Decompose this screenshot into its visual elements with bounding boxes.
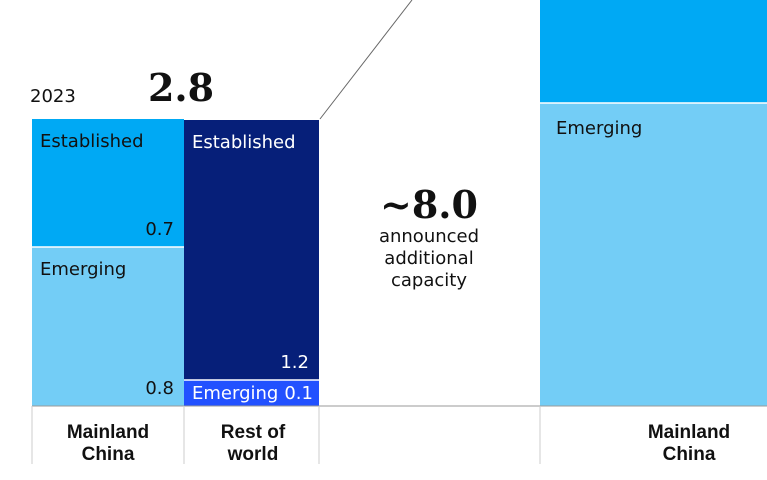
- segment-value-label: 0.1: [284, 383, 313, 404]
- announced-capacity-value: ~8.0: [380, 182, 478, 227]
- bar-segment-emerging: [540, 103, 767, 406]
- segment-value-label: 1.2: [280, 352, 309, 373]
- category-label-line: world: [227, 444, 279, 465]
- bar-segment-established: [540, 0, 767, 103]
- category-label-line: China: [663, 444, 716, 465]
- total-value-label: 2.8: [148, 65, 214, 110]
- bar-mainland-china-2023: Emerging 0.8 Established 0.7: [32, 119, 184, 406]
- year-label: 2023: [30, 86, 76, 107]
- category-label-line: China: [82, 444, 135, 465]
- bar-segment-established: [32, 119, 184, 247]
- bar-segment-emerging: [184, 380, 319, 406]
- category-label-line: Rest of: [221, 422, 286, 443]
- announced-text-line: additional: [384, 248, 473, 269]
- segment-name-label: Established: [192, 132, 296, 153]
- bar-rest-of-world-2023: Emerging 0.1 Established 1.2: [184, 120, 319, 406]
- segment-name-label: Emerging: [40, 259, 126, 280]
- bar-mainland-china-future: Emerging: [540, 0, 767, 406]
- bar-segment-emerging: [32, 247, 184, 406]
- bar-segment-established: [184, 120, 319, 380]
- announced-text-line: announced: [379, 226, 479, 247]
- segment-value-label: 0.8: [145, 378, 174, 399]
- announced-text-line: capacity: [391, 270, 467, 291]
- category-label-line: Mainland: [67, 422, 149, 443]
- segment-name-label: Emerging: [192, 383, 278, 404]
- segment-name-label: Emerging: [556, 118, 642, 139]
- segment-value-label: 0.7: [145, 219, 174, 240]
- category-label-line: Mainland: [648, 422, 730, 443]
- connector-line: [319, 0, 413, 120]
- segment-name-label: Established: [40, 131, 144, 152]
